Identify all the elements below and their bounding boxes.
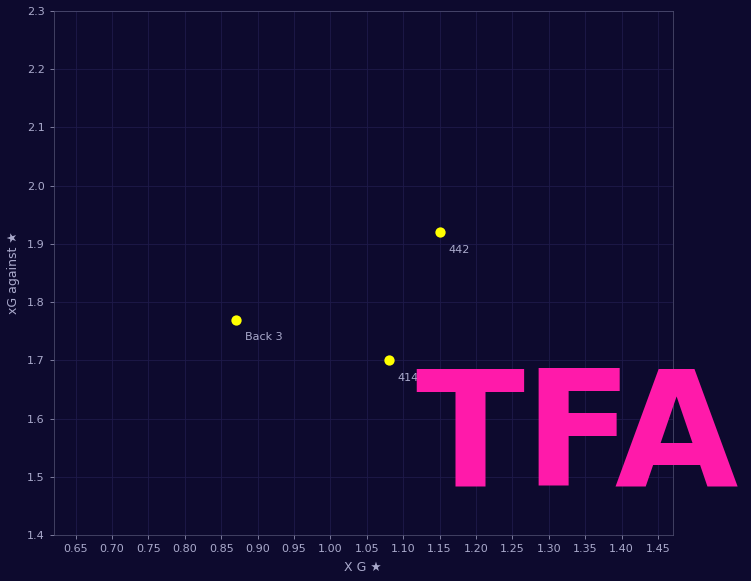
Text: 442: 442 xyxy=(448,245,469,255)
Text: TFA: TFA xyxy=(415,363,738,518)
Point xyxy=(230,315,242,324)
Y-axis label: xG against ★: xG against ★ xyxy=(7,232,20,314)
X-axis label: X G ★: X G ★ xyxy=(345,561,382,574)
Text: Back 3: Back 3 xyxy=(245,332,282,342)
Point xyxy=(433,228,445,237)
Text: 4141: 4141 xyxy=(397,373,426,383)
Point xyxy=(383,356,395,365)
